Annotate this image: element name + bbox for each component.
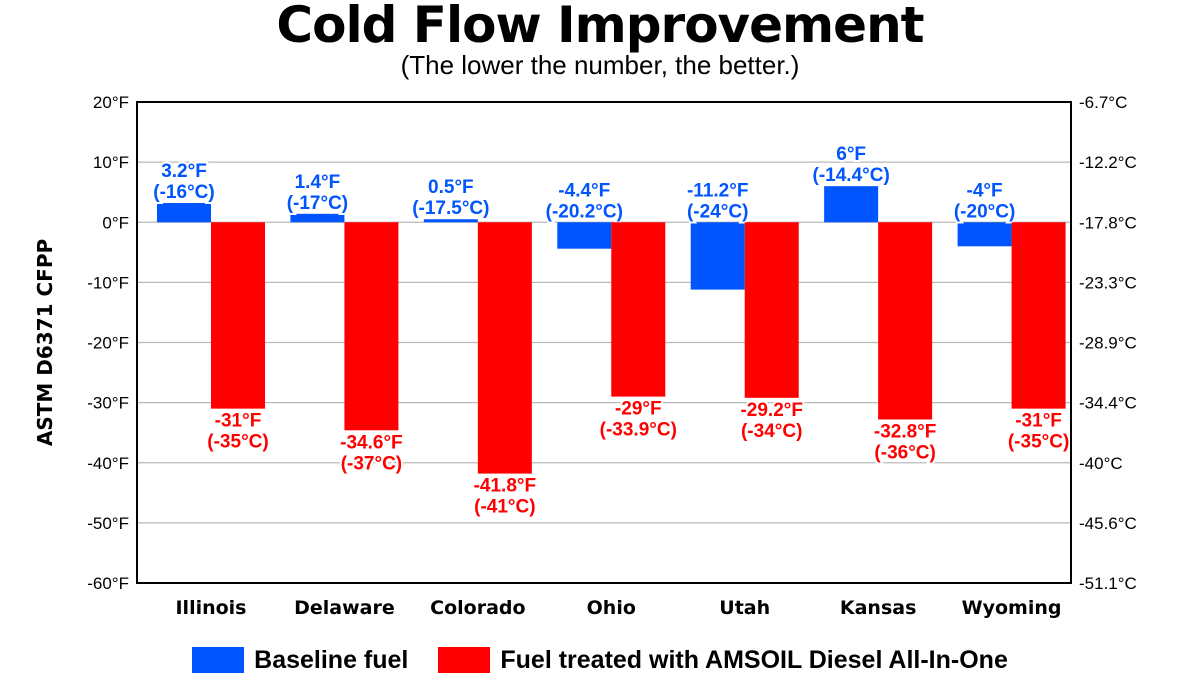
y-tick-label: 0°F	[102, 213, 129, 232]
x-tick-label: Utah	[719, 597, 770, 619]
legend-swatch-treated	[438, 647, 491, 673]
bar-treated	[477, 222, 532, 474]
bar-baseline	[290, 213, 345, 223]
x-tick-label: Illinois	[175, 597, 246, 619]
bar-treated	[878, 222, 933, 420]
y2-tick-label: -34.4°C	[1079, 394, 1137, 413]
data-label-celsius-treated: (-35°C)	[1008, 432, 1069, 453]
y2-tick-label: -28.9°C	[1079, 334, 1137, 353]
data-label-celsius-baseline: (-20°C)	[954, 201, 1015, 222]
data-label-treated: -31°F	[1015, 411, 1062, 432]
x-tick-label: Delaware	[294, 597, 395, 619]
y-tick-label: -40°F	[87, 454, 129, 473]
data-label-baseline: 1.4°F	[295, 172, 341, 193]
data-label-celsius-baseline: (-24°C)	[687, 201, 748, 222]
bar-baseline	[157, 203, 211, 223]
data-label-baseline: 0.5°F	[428, 177, 474, 198]
bar-baseline	[690, 222, 745, 290]
data-label-treated: -41.8°F	[474, 476, 537, 497]
bar-treated	[1011, 222, 1066, 409]
data-label-treated: -31°F	[215, 411, 262, 432]
data-label-celsius-baseline: (-16°C)	[153, 182, 214, 203]
data-label-celsius-treated: (-36°C)	[874, 442, 935, 463]
legend-label-treated: Fuel treated with AMSOIL Diesel All-In-O…	[500, 645, 1008, 674]
y-tick-label: -30°F	[87, 394, 129, 413]
data-label-baseline: -4°F	[967, 180, 1003, 201]
bar-treated	[344, 222, 399, 431]
legend-label-baseline: Baseline fuel	[254, 645, 409, 674]
bar-treated	[211, 222, 265, 409]
data-label-baseline: -4.4°F	[558, 180, 610, 201]
data-label-celsius-treated: (-33.9°C)	[600, 420, 677, 441]
bar-chart: 20°F -6.7°C 10°F -12.2°C 0°F -17.8°C -10°F -23.…	[33, 93, 1137, 619]
data-label-celsius-baseline: (-20.2°C)	[546, 201, 623, 222]
y2-tick-label: -45.6°C	[1079, 514, 1137, 533]
data-label-treated: -29°F	[615, 399, 662, 420]
bar-baseline	[423, 219, 478, 223]
legend-item-baseline: Baseline fuel	[192, 646, 408, 675]
y2-tick-label: -6.7°C	[1079, 93, 1127, 112]
bar-treated	[611, 222, 666, 397]
legend-swatch-baseline	[192, 647, 245, 673]
data-label-baseline: 3.2°F	[161, 161, 207, 182]
bar-baseline	[957, 222, 1012, 247]
chart-subtitle: (The lower the number, the better.)	[400, 50, 800, 80]
data-label-treated: -34.6°F	[340, 432, 403, 453]
y-axis-title: ASTM D6371 CFPP	[33, 239, 57, 446]
x-tick-label: Ohio	[587, 597, 636, 619]
y-tick-label: 10°F	[93, 153, 129, 172]
data-label-celsius-baseline: (-17.5°C)	[412, 198, 489, 219]
bar-treated	[744, 222, 799, 398]
y-tick-label: -60°F	[87, 574, 129, 593]
data-label-celsius-treated: (-35°C)	[207, 432, 268, 453]
y2-tick-label: -51.1°C	[1079, 574, 1137, 593]
data-label-celsius-treated: (-34°C)	[741, 421, 802, 442]
data-label-celsius-treated: (-37°C)	[341, 453, 402, 474]
y-tick-label: -50°F	[87, 514, 129, 533]
data-label-celsius-baseline: (-17°C)	[287, 193, 348, 214]
data-label-celsius-treated: (-41°C)	[474, 497, 535, 518]
x-tick-label: Colorado	[430, 597, 525, 619]
y2-tick-label: -23.3°C	[1079, 273, 1137, 292]
x-tick-label: Kansas	[840, 597, 917, 619]
legend-item-treated: Fuel treated with AMSOIL Diesel All-In-O…	[438, 645, 1008, 675]
y2-tick-label: -40°C	[1079, 454, 1123, 473]
data-label-celsius-baseline: (-14.4°C)	[813, 165, 890, 186]
data-label-treated: -29.2°F	[740, 400, 803, 421]
chart-title: Cold Flow Improvement	[276, 0, 924, 54]
data-label-treated: -32.8°F	[874, 421, 937, 442]
y-tick-label: -20°F	[87, 334, 129, 353]
y-tick-label: 20°F	[93, 93, 129, 112]
legend: Baseline fuel Fuel treated with AMSOIL D…	[0, 643, 1200, 677]
y-tick-label: -10°F	[87, 273, 129, 292]
data-label-baseline: -11.2°F	[687, 180, 748, 201]
y2-tick-label: -12.2°C	[1079, 153, 1137, 172]
data-label-baseline: 6°F	[836, 144, 866, 165]
x-tick-label: Wyoming	[962, 597, 1062, 619]
bar-baseline	[557, 222, 612, 249]
y2-tick-label: -17.8°C	[1079, 213, 1137, 232]
bar-baseline	[824, 186, 879, 223]
plot-frame	[136, 101, 1072, 584]
